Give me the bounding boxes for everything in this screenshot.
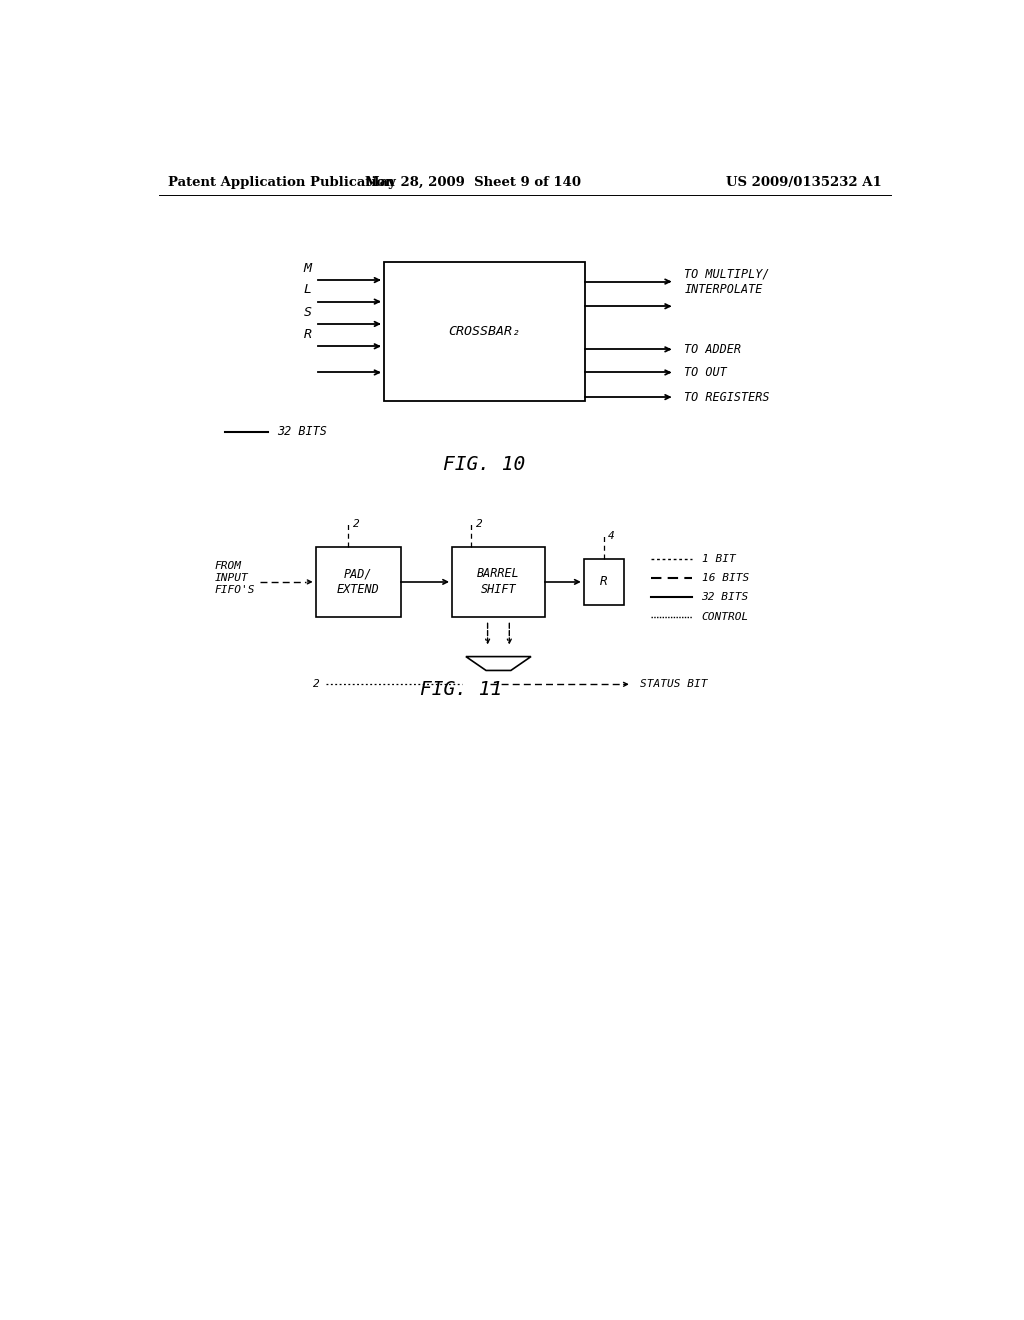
- Text: 32 BITS: 32 BITS: [276, 425, 327, 438]
- Text: TO MULTIPLY/
INTERPOLATE: TO MULTIPLY/ INTERPOLATE: [684, 267, 770, 296]
- Polygon shape: [466, 656, 531, 671]
- Text: TO REGISTERS: TO REGISTERS: [684, 391, 770, 404]
- Text: BARREL
SHIFT: BARREL SHIFT: [477, 568, 520, 597]
- Text: 4: 4: [607, 531, 614, 541]
- Text: TO OUT: TO OUT: [684, 366, 727, 379]
- Text: R: R: [600, 576, 607, 589]
- Bar: [315, 548, 400, 616]
- Text: STATUS BIT: STATUS BIT: [640, 680, 707, 689]
- Text: 32 BITS: 32 BITS: [701, 593, 749, 602]
- Text: R: R: [304, 327, 311, 341]
- Text: 16 BITS: 16 BITS: [701, 573, 749, 583]
- Text: L: L: [304, 284, 311, 296]
- Bar: [384, 263, 586, 401]
- Text: FIG. 10: FIG. 10: [443, 455, 525, 474]
- Text: M: M: [304, 261, 311, 275]
- Text: 2: 2: [312, 680, 319, 689]
- Text: FROM
INPUT
FIFO'S: FROM INPUT FIFO'S: [215, 561, 255, 595]
- Text: TO ADDER: TO ADDER: [684, 343, 741, 356]
- Text: S: S: [304, 305, 311, 318]
- Text: US 2009/0135232 A1: US 2009/0135232 A1: [726, 176, 882, 189]
- Text: 1 BIT: 1 BIT: [701, 554, 735, 564]
- Text: CROSSBAR₂: CROSSBAR₂: [449, 325, 520, 338]
- Bar: [584, 558, 624, 605]
- Text: CONTROL: CONTROL: [701, 611, 749, 622]
- Text: May 28, 2009  Sheet 9 of 140: May 28, 2009 Sheet 9 of 140: [365, 176, 581, 189]
- Bar: [452, 548, 545, 616]
- Text: 2: 2: [476, 519, 482, 529]
- Text: PAD/
EXTEND: PAD/ EXTEND: [337, 568, 380, 597]
- Text: 2: 2: [352, 519, 359, 529]
- Text: Patent Application Publication: Patent Application Publication: [168, 176, 395, 189]
- Text: FIG. 11: FIG. 11: [420, 680, 503, 700]
